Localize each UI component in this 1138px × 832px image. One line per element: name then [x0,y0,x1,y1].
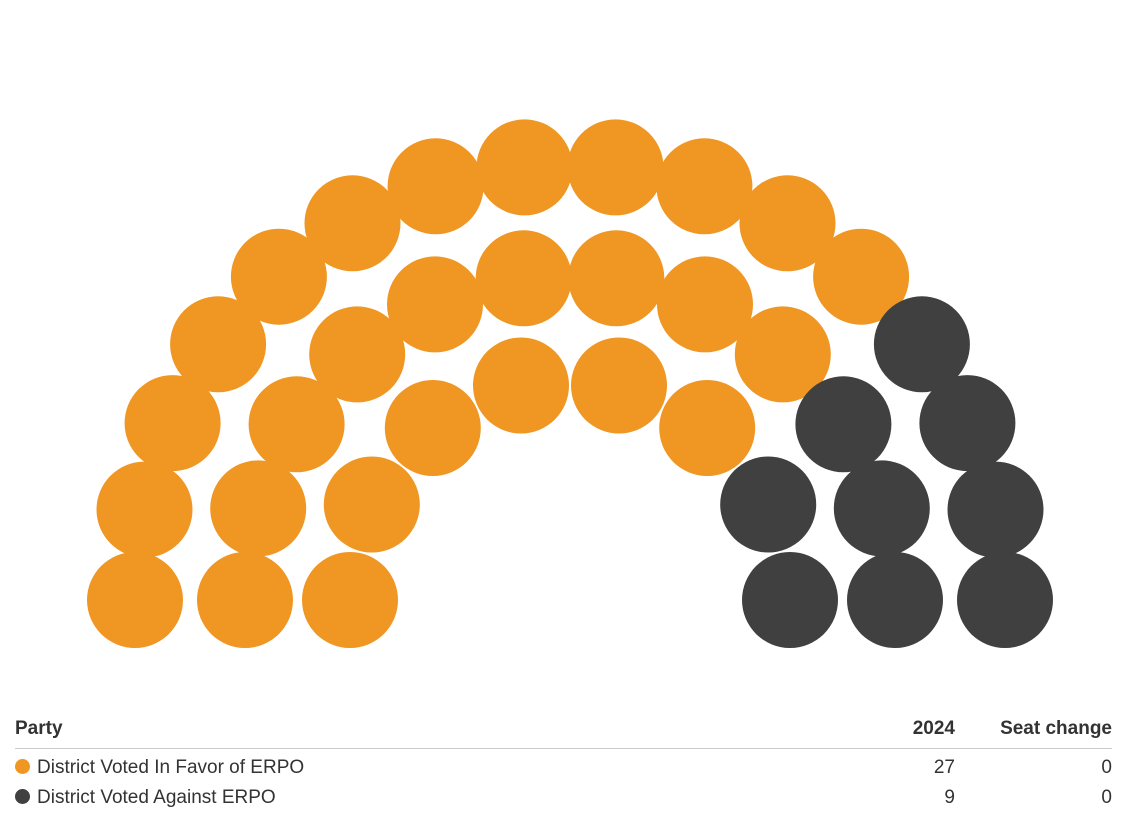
seat-favor [571,337,667,434]
party-name: District Voted In Favor of ERPO [37,757,305,778]
seat-favor [567,119,664,216]
seat-favor [87,552,183,648]
seat-favor [739,175,836,272]
seat-favor [657,256,753,353]
parliament-chart [87,119,1053,648]
seat-favor [309,306,406,403]
legend-header-row: Party 2024 Seat change [15,712,1112,749]
legend-row-favor: District Voted In Favor of ERPO 27 0 [15,749,1112,780]
seat-favor [384,380,481,476]
seat-favor [734,306,831,403]
seat-favor [659,380,756,476]
seat-favor [197,552,293,648]
seat-favor [656,138,753,235]
seat-against [947,461,1044,558]
seat-favor [813,228,910,325]
seat-count: 9 [944,787,955,808]
seat-favor [96,461,193,558]
seat-favor [387,256,483,353]
seat-favor [475,230,572,327]
seat-favor [124,375,221,472]
year-column-header: 2024 [835,712,955,749]
seat-favor [476,119,573,216]
seat-favor [170,296,267,393]
seat-against [833,460,930,557]
seat-against [720,456,817,553]
legend-row-against: District Voted Against ERPO 9 0 [15,779,1112,809]
seat-favor [568,230,665,327]
party-column-header: Party [15,712,835,749]
party-name: District Voted Against ERPO [37,787,276,808]
seat-favor [473,337,569,434]
seat-change-column-header: Seat change [955,712,1112,749]
seat-favor [230,228,327,325]
seat-change: 0 [1101,757,1112,778]
seat-against [957,552,1053,648]
seat-favor [210,460,307,557]
seat-against [919,375,1016,472]
legend-table: Party 2024 Seat change District Voted In… [15,712,1112,809]
seat-against [873,296,970,393]
favor-swatch-icon [15,759,30,774]
seat-change: 0 [1101,787,1112,808]
seat-favor [304,175,401,272]
seat-against [847,552,943,648]
seat-favor [323,456,420,553]
seat-against [742,552,838,648]
seat-favor [302,552,398,648]
against-swatch-icon [15,789,30,804]
seat-favor [387,138,484,235]
seat-count: 27 [933,757,955,778]
seat-favor [248,376,345,473]
seat-against [795,376,892,473]
